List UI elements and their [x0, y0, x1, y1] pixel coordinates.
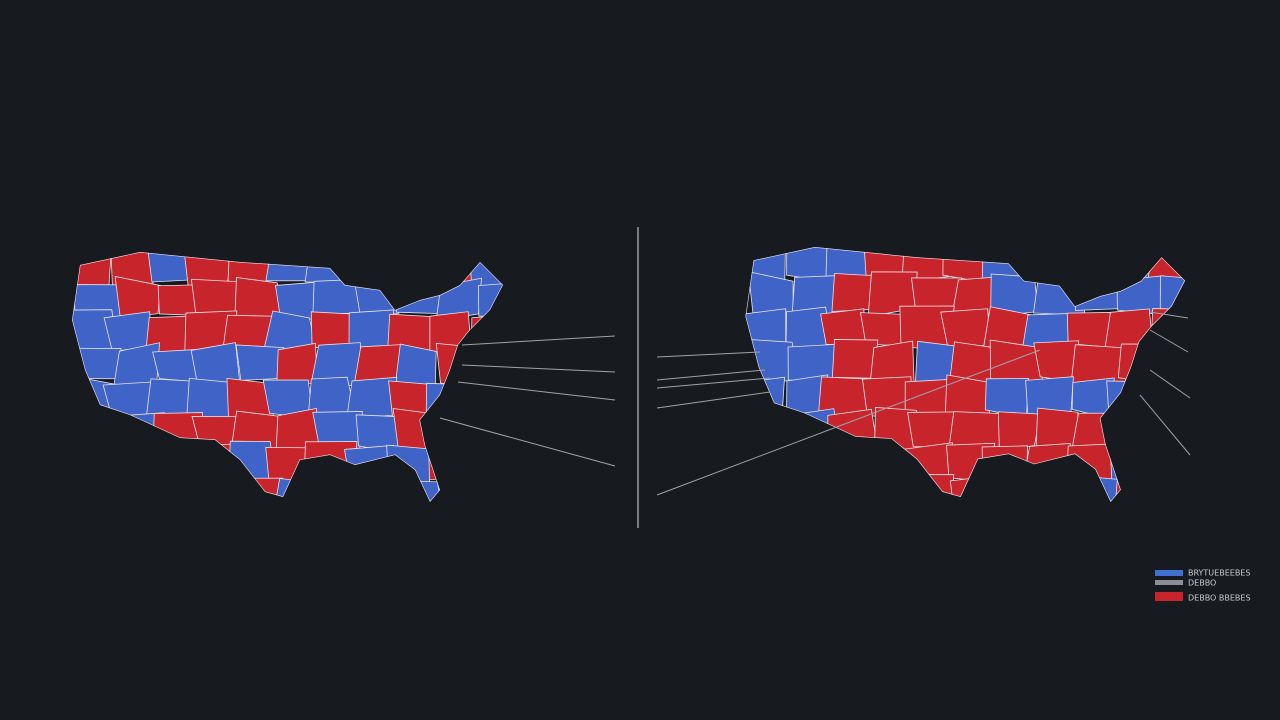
- leader-line: [1139, 394, 1191, 456]
- leader-line: [656, 377, 771, 389]
- leader-line: [656, 349, 1041, 496]
- leader-line: [461, 364, 616, 373]
- state-region: [157, 284, 199, 316]
- state-region: [1035, 407, 1079, 450]
- leader-line: [1149, 329, 1189, 353]
- legend-label: BRYTUEBEEBES: [1188, 569, 1250, 578]
- leader-line: [656, 369, 766, 381]
- leader-line: [1149, 311, 1189, 319]
- leader-line: [656, 391, 771, 409]
- leader-line: [656, 351, 761, 358]
- state-region: [997, 411, 1041, 452]
- state-region: [114, 275, 161, 319]
- state-region: [1070, 344, 1127, 385]
- legend-label: DEBBO: [1188, 579, 1216, 588]
- leader-line: [439, 417, 616, 467]
- state-region: [276, 342, 318, 385]
- legend-swatch: [1155, 592, 1183, 601]
- legend-swatch: [1155, 570, 1183, 576]
- state-region: [394, 343, 437, 387]
- leader-lines: [439, 311, 1191, 496]
- state-region: [940, 308, 991, 347]
- leader-line: [1149, 369, 1191, 399]
- legend-swatch: [1155, 580, 1183, 585]
- state-region: [944, 374, 990, 419]
- state-region: [235, 344, 285, 381]
- leader-line: [457, 381, 616, 401]
- leader-line: [461, 335, 616, 346]
- legend: BRYTUEBEEBES DEBBO DEBBO BBEBES: [1155, 569, 1251, 603]
- legend-label: DEBBO BBEBES: [1188, 594, 1251, 603]
